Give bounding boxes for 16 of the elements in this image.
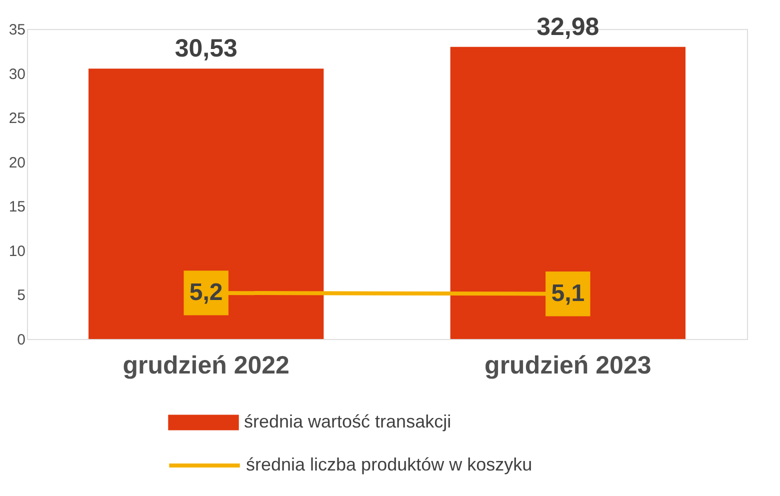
- y-tick-label: 20: [8, 154, 26, 172]
- data-label: 32,98: [536, 12, 600, 41]
- data-label: 5,2: [189, 278, 223, 306]
- x-tick-label: grudzień 2022: [122, 352, 290, 380]
- data-label: 30,53: [174, 34, 238, 63]
- y-tick-label: 0: [17, 332, 26, 348]
- legend-label: średnia wartość transakcji: [244, 412, 452, 432]
- data-label: 5,1: [551, 280, 585, 307]
- y-tick-label: 25: [8, 110, 26, 128]
- y-tick-label: 10: [8, 242, 26, 260]
- legend-label: średnia liczba produktów w koszyku: [246, 454, 532, 474]
- y-tick-label: 35: [8, 22, 26, 38]
- y-tick-label: 5: [17, 287, 26, 304]
- x-tick-label: grudzień 2023: [484, 352, 652, 380]
- y-tick-label: 30: [8, 66, 26, 83]
- y-tick-label: 15: [8, 198, 26, 216]
